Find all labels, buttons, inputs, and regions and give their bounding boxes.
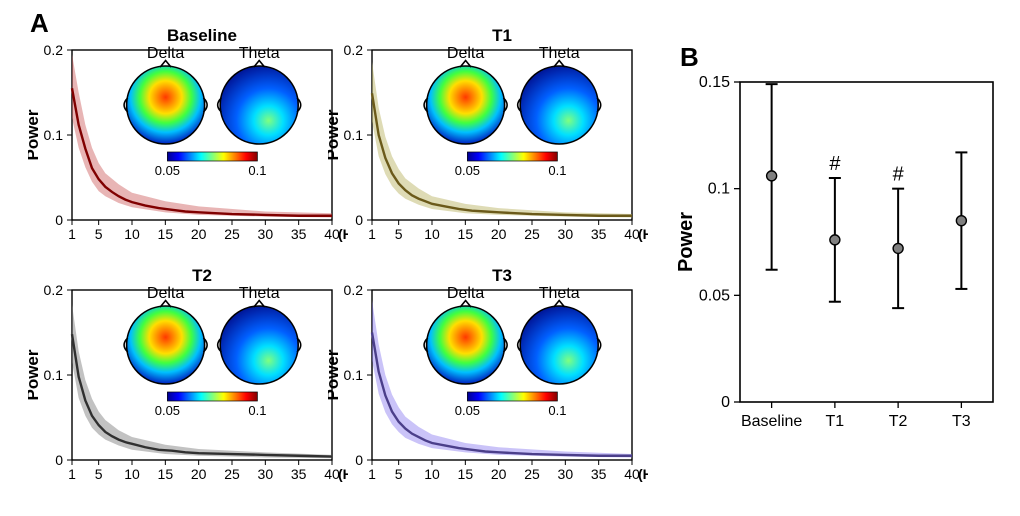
svg-text:5: 5 xyxy=(95,226,103,242)
svg-text:(Hz): (Hz) xyxy=(638,226,648,242)
svg-text:20: 20 xyxy=(191,466,207,482)
panel-b-chart: 0 0.05 0.1 0.15 Baseline T1 T2 T3 # # Power xyxy=(678,70,1011,440)
svg-text:1: 1 xyxy=(68,226,76,242)
svg-text:0.05: 0.05 xyxy=(455,403,480,418)
svg-text:Power: Power xyxy=(28,109,42,160)
svg-text:T3: T3 xyxy=(952,413,971,430)
svg-text:0.05: 0.05 xyxy=(455,163,480,178)
svg-text:30: 30 xyxy=(558,226,574,242)
svg-text:0.1: 0.1 xyxy=(44,127,64,143)
spectrum-title: T1 xyxy=(442,26,562,46)
svg-text:0.2: 0.2 xyxy=(44,42,64,58)
svg-text:0.1: 0.1 xyxy=(548,403,566,418)
spectrum-baseline: 151015202530354000.10.2 (Hz) Power Delta… xyxy=(28,28,348,246)
svg-text:5: 5 xyxy=(395,466,403,482)
svg-text:0.05: 0.05 xyxy=(699,287,730,304)
spectrum-svg: 151015202530354000.10.2 (Hz) Power Delta… xyxy=(28,268,348,486)
svg-text:Power: Power xyxy=(678,212,697,272)
svg-text:0.1: 0.1 xyxy=(248,403,266,418)
svg-text:Power: Power xyxy=(328,349,342,400)
svg-text:0.15: 0.15 xyxy=(699,74,730,91)
spectrum-svg: 151015202530354000.10.2 (Hz) Power Delta… xyxy=(328,268,648,486)
spectrum-title: Baseline xyxy=(142,26,262,46)
svg-text:10: 10 xyxy=(124,466,140,482)
svg-text:35: 35 xyxy=(591,466,607,482)
svg-text:1: 1 xyxy=(368,466,376,482)
spectrum-t3: 151015202530354000.10.2 (Hz) Power Delta… xyxy=(328,268,648,486)
svg-text:35: 35 xyxy=(591,226,607,242)
svg-text:0.1: 0.1 xyxy=(44,367,64,383)
svg-text:25: 25 xyxy=(224,226,240,242)
spectrum-t1: 151015202530354000.10.2 (Hz) Power Delta… xyxy=(328,28,648,246)
svg-text:20: 20 xyxy=(491,466,507,482)
svg-text:5: 5 xyxy=(95,466,103,482)
svg-text:35: 35 xyxy=(291,226,307,242)
spectrum-svg: 151015202530354000.10.2 (Hz) Power Delta… xyxy=(28,28,348,246)
svg-text:0: 0 xyxy=(721,394,730,411)
spectrum-title: T2 xyxy=(142,266,262,286)
svg-text:Power: Power xyxy=(328,109,342,160)
svg-text:20: 20 xyxy=(491,226,507,242)
svg-text:0.1: 0.1 xyxy=(344,367,364,383)
svg-text:0.05: 0.05 xyxy=(155,403,180,418)
svg-text:0.2: 0.2 xyxy=(344,42,364,58)
svg-text:0.1: 0.1 xyxy=(548,163,566,178)
svg-text:15: 15 xyxy=(458,226,474,242)
svg-text:0.2: 0.2 xyxy=(344,282,364,298)
svg-text:10: 10 xyxy=(424,466,440,482)
svg-text:20: 20 xyxy=(191,226,207,242)
svg-text:5: 5 xyxy=(395,226,403,242)
svg-text:#: # xyxy=(893,164,905,186)
svg-text:30: 30 xyxy=(558,466,574,482)
svg-text:10: 10 xyxy=(424,226,440,242)
svg-text:(Hz): (Hz) xyxy=(638,466,648,482)
svg-text:T2: T2 xyxy=(889,413,908,430)
spectrum-svg: 151015202530354000.10.2 (Hz) Power Delta… xyxy=(328,28,648,246)
svg-text:1: 1 xyxy=(368,226,376,242)
svg-text:0.1: 0.1 xyxy=(344,127,364,143)
panel-b-svg: 0 0.05 0.1 0.15 Baseline T1 T2 T3 # # Power xyxy=(678,70,1011,440)
figure-root: A B 151015202530354000.10.2 (Hz) xyxy=(0,0,1020,516)
svg-text:25: 25 xyxy=(524,466,540,482)
svg-text:0: 0 xyxy=(55,452,63,468)
panel-b-label: B xyxy=(680,42,699,73)
svg-text:30: 30 xyxy=(258,466,274,482)
svg-text:Power: Power xyxy=(28,349,42,400)
svg-text:T1: T1 xyxy=(826,413,845,430)
spectrum-title: T3 xyxy=(442,266,562,286)
svg-text:0.1: 0.1 xyxy=(248,163,266,178)
svg-text:30: 30 xyxy=(258,226,274,242)
svg-text:35: 35 xyxy=(291,466,307,482)
svg-text:#: # xyxy=(829,153,841,175)
svg-text:0: 0 xyxy=(55,212,63,228)
svg-text:10: 10 xyxy=(124,226,140,242)
svg-text:0.05: 0.05 xyxy=(155,163,180,178)
svg-text:25: 25 xyxy=(524,226,540,242)
svg-text:0.1: 0.1 xyxy=(708,181,730,198)
spectrum-t2: 151015202530354000.10.2 (Hz) Power Delta… xyxy=(28,268,348,486)
svg-text:0.2: 0.2 xyxy=(44,282,64,298)
svg-text:Baseline: Baseline xyxy=(741,413,802,430)
svg-text:15: 15 xyxy=(458,466,474,482)
svg-text:25: 25 xyxy=(224,466,240,482)
svg-text:0: 0 xyxy=(355,452,363,468)
svg-text:15: 15 xyxy=(158,226,174,242)
svg-text:0: 0 xyxy=(355,212,363,228)
svg-text:15: 15 xyxy=(158,466,174,482)
svg-text:1: 1 xyxy=(68,466,76,482)
